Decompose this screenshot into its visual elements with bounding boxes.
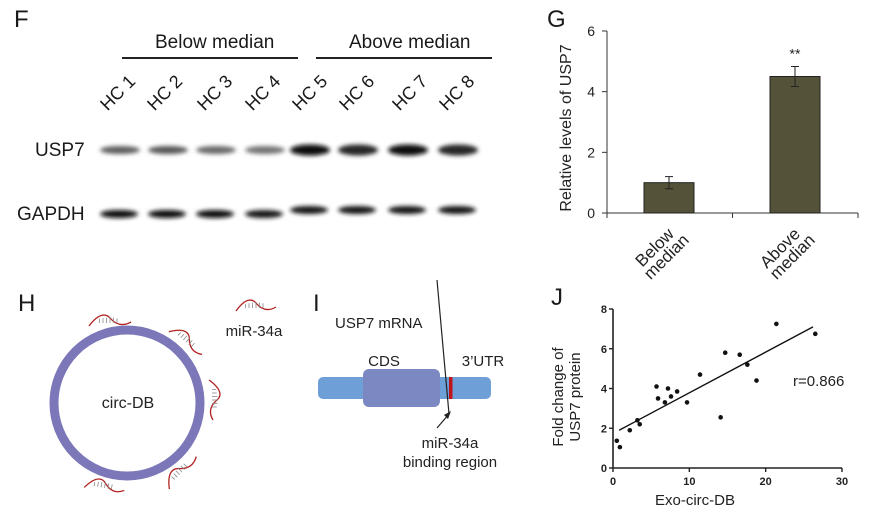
mrna-title: USP7 mRNA [335,315,423,332]
mirna-strand [168,329,203,356]
j-data-point [737,352,743,358]
j-data-point [718,415,723,420]
scatter-chart-correlation: 0 2 4 6 8 0 10 20 30 Fold change of USP7 protein… [550,304,848,509]
j-data-point [674,389,680,394]
circ-db-ring [49,325,205,481]
mirna-strand [83,478,125,493]
j-y-tick-label: 4 [601,384,608,396]
j-data-point [635,418,640,423]
mirna-strand [235,299,277,312]
gapdh-band [245,210,283,218]
j-y-tick-label: 6 [601,344,607,356]
j-fit-line [618,326,814,431]
mirna-legend-label: miR-34a [226,323,283,340]
mrna-cds [363,369,440,407]
j-x-tick-label: 10 [683,476,695,488]
usp7-band [100,146,140,154]
binding-region-marker [449,377,453,399]
j-ylabel-line2: USP7 protein [567,352,584,441]
j-x-tick-label: 0 [610,476,616,488]
gapdh-band [148,210,186,218]
j-data-point [774,321,779,327]
j-y-tick-label: 0 [601,463,607,475]
j-data-point [812,331,818,337]
mrna-3utr [433,377,491,399]
j-data-point [684,400,690,405]
gapdh-band [196,210,234,218]
j-data-point [637,421,643,427]
j-data-point [665,386,671,391]
j-data-point [627,427,633,433]
g-significance: ** [790,45,801,61]
usp7-band [196,146,236,154]
usp7-band [245,146,285,154]
panel-letter-g: G [547,6,566,33]
usp7-band [148,146,188,154]
j-data-point [668,394,674,399]
usp7-band [290,144,330,156]
g-bar [769,76,821,214]
mirna-strand [208,379,221,421]
j-y-tick-label: 2 [601,423,607,435]
row-label-gapdh: GAPDH [17,204,85,225]
utr-label: 3’UTR [462,353,505,370]
g-y-tick-label: 0 [587,205,595,221]
panel-letter-j: J [551,284,563,311]
usp7-mrna-diagram: USP7 mRNA CDS 3’UTR miR-34a binding regi… [318,280,505,471]
j-correlation-annotation: r=0.866 [793,373,844,390]
usp7-band [438,144,478,156]
j-x-tick-label: 20 [760,476,772,488]
j-data-point [745,362,750,367]
gapdh-band [388,206,426,214]
j-data-point [662,400,668,405]
mirna-strand [168,456,197,490]
panel-letter-i: I [313,290,320,317]
j-data-point [655,396,661,401]
gapdh-band [290,206,328,214]
binding-label-line1: miR-34a [422,435,479,452]
j-data-point [697,372,703,377]
j-ylabel-line1: Fold change of [550,347,567,447]
group-line-below [122,57,298,59]
j-data-point [654,384,659,389]
row-label-usp7: USP7 [35,140,85,161]
panel-letter-f: F [14,6,29,33]
binding-arrow [436,280,450,415]
panel-letter-h: H [18,290,36,317]
j-data-point [722,350,728,356]
mirna-strand [88,314,132,327]
g-bar [643,182,695,214]
usp7-band [338,144,378,156]
g-y-tick-label: 6 [587,23,595,39]
western-blot [100,144,478,218]
usp7-band [388,144,428,156]
j-y-tick-label: 8 [601,304,607,316]
j-xlabel: Exo-circ-DB [655,492,735,509]
j-data-point [614,438,620,444]
circ-db-label: circ-DB [102,395,154,412]
gapdh-band [100,210,138,218]
group-label-below: Below median [155,32,275,53]
j-data-point [617,444,623,450]
g-y-tick-label: 4 [587,84,595,100]
binding-arrowhead [444,411,451,419]
g-y-tick-label: 2 [587,144,595,160]
group-label-above: Above median [349,32,471,53]
binding-label-line2: binding region [403,454,497,471]
g-ylabel: Relative levels of USP7 [558,44,575,211]
gapdh-band [338,206,376,214]
cds-label: CDS [368,353,400,370]
j-data-point [754,378,759,383]
circ-db-diagram: circ-DB miR-34a [49,299,283,493]
group-line-above [316,57,492,59]
j-x-tick-label: 30 [836,476,848,488]
gapdh-band [438,206,476,214]
